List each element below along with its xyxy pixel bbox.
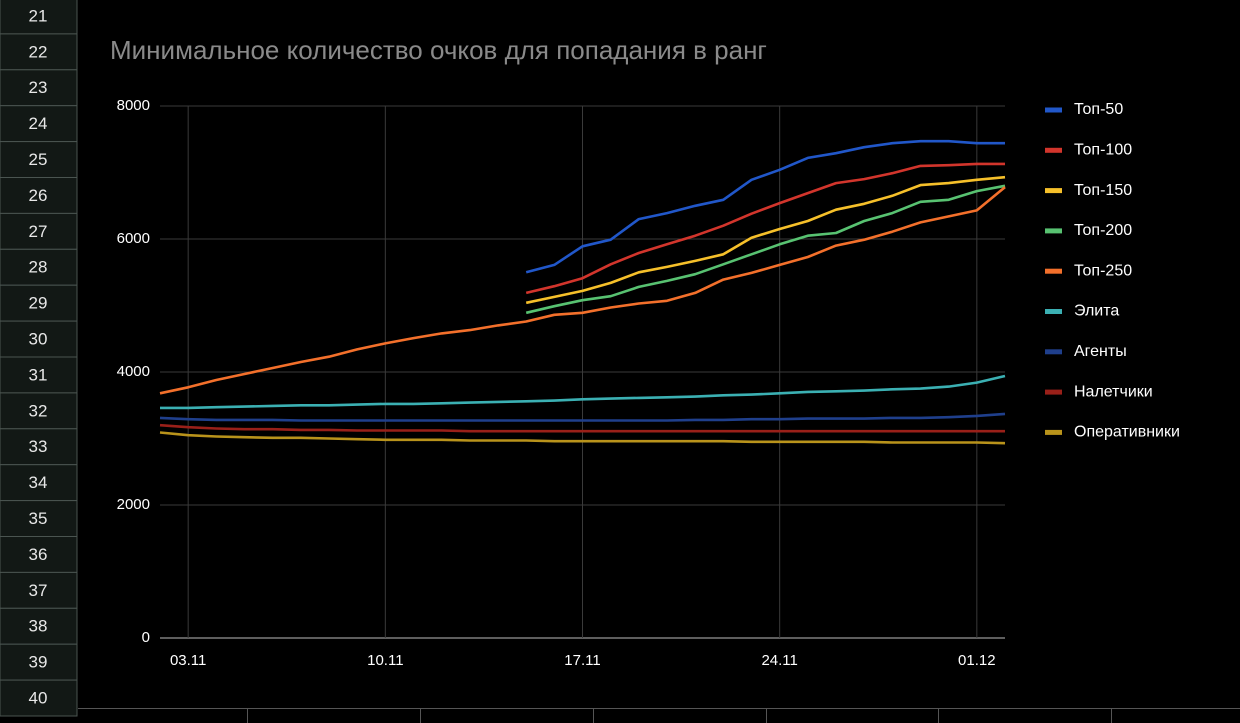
y-tick-label: 6000 (117, 230, 150, 247)
row-number: 21 (29, 6, 48, 25)
row-number: 34 (29, 473, 48, 492)
series-line (159, 412, 1006, 422)
row-header-cell (0, 500, 78, 538)
legend-swatch (1045, 147, 1062, 153)
series-line (525, 162, 1005, 295)
series-line (525, 184, 1006, 315)
row-header-cell (0, 536, 78, 573)
row-number: 40 (29, 689, 48, 708)
legend-label: Налетчики (1074, 383, 1153, 400)
row-number: 26 (29, 186, 48, 205)
row-header-cell (0, 320, 78, 358)
series-line (159, 431, 1006, 445)
row-header-cell (0, 571, 78, 609)
legend-swatch (1045, 389, 1062, 395)
row-number: 37 (29, 581, 48, 600)
row-header-cell (0, 105, 78, 143)
x-tick-label: 10.11 (367, 652, 403, 669)
plot: 0 2000 4000 6000 8000 03.11 10.11 17.11 24.11 01.… (117, 97, 1180, 669)
legend-swatch (1045, 309, 1062, 314)
y-tick-label: 8000 (117, 97, 150, 114)
row-header-cell (0, 0, 78, 35)
legend-label: Топ-100 (1074, 142, 1132, 159)
series-line (525, 175, 1006, 305)
legend-swatch (1045, 107, 1062, 113)
row-number: 30 (29, 330, 48, 349)
legend-swatch (1045, 228, 1062, 234)
row-number: 35 (29, 509, 48, 528)
legend-swatch (1045, 268, 1062, 274)
row-header-cell (0, 248, 78, 286)
legend-swatch (1045, 349, 1062, 355)
row-number: 31 (29, 365, 48, 384)
row-header-cell (0, 428, 78, 466)
legend-label: Элита (1074, 303, 1119, 320)
row-number: 29 (29, 294, 48, 313)
legend-label: Агенты (1074, 343, 1127, 360)
legend-label: Топ-200 (1074, 222, 1132, 239)
x-tick-label: 17.11 (564, 652, 600, 669)
row-header-cell (0, 33, 78, 71)
x-tick-label: 03.11 (170, 652, 206, 669)
row-number: 39 (29, 653, 48, 672)
y-tick-label: 2000 (117, 496, 150, 513)
series-line (525, 139, 1005, 274)
row-header-cell (0, 284, 78, 322)
x-tick-label: 24.11 (761, 652, 797, 669)
row-number: 22 (29, 42, 48, 61)
x-tick-label: 01.12 (958, 652, 996, 669)
row-header-cell (0, 643, 78, 681)
bottom-cells (78, 708, 1240, 723)
legend-label: Оперативники (1074, 424, 1180, 441)
legend-label: Топ-50 (1074, 101, 1123, 118)
series-line (160, 374, 1006, 410)
row-header-cell (0, 464, 78, 502)
y-tick-label: 4000 (117, 363, 150, 380)
row-header-cell (0, 69, 78, 107)
row-number: 23 (29, 78, 48, 97)
row-header-cell (0, 356, 78, 394)
row-number: 32 (29, 401, 48, 420)
legend-swatch (1045, 429, 1062, 435)
row-number: 24 (29, 114, 48, 133)
row-headers: 21 22 23 24 25 26 27 28 29 30 31 32 33 34 35 36 37 38 39 40 (0, 0, 78, 717)
series-line (159, 423, 1005, 433)
row-header-cell (0, 177, 78, 214)
y-tick-label: 0 (142, 629, 150, 646)
row-number: 27 (29, 222, 48, 241)
legend-label: Топ-150 (1074, 182, 1132, 199)
row-number: 28 (29, 258, 48, 277)
series-line (159, 186, 1006, 395)
row-header-cell (0, 679, 78, 717)
legend-swatch (1045, 188, 1062, 194)
row-number: 25 (29, 150, 48, 169)
row-number: 38 (29, 617, 48, 636)
row-number: 36 (29, 545, 48, 564)
chart-title: Минимальное количество очков для попадан… (110, 35, 767, 65)
row-header-cell (0, 141, 78, 179)
legend-label: Топ-250 (1074, 262, 1132, 279)
row-number: 33 (29, 437, 48, 456)
